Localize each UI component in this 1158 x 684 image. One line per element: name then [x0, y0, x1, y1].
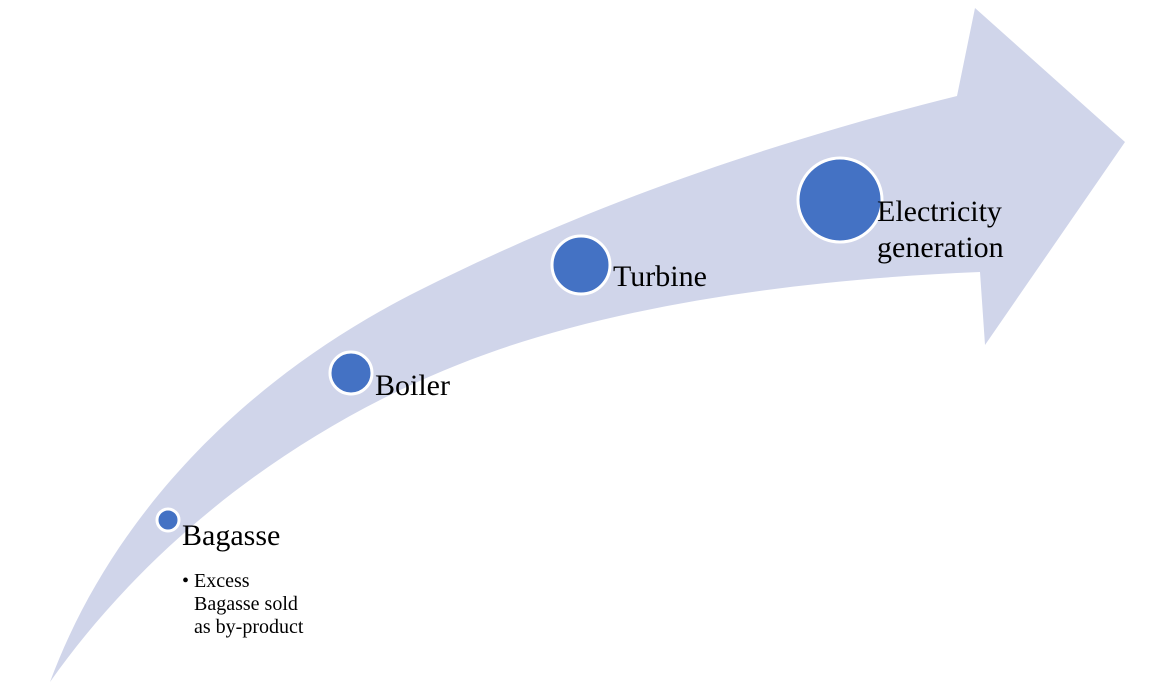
step-label: Boiler — [375, 369, 450, 402]
step-label: Turbine — [613, 260, 707, 293]
step-label: Bagasse — [182, 519, 281, 552]
step-details: Excess Bagasse sold as by-product — [180, 570, 318, 639]
step-dot — [328, 350, 374, 396]
step-dot — [155, 507, 181, 533]
detail-item: Excess Bagasse sold as by-product — [182, 570, 318, 639]
step-dot — [796, 156, 884, 244]
step-dot — [550, 234, 612, 296]
step-label: Electricity generation — [877, 195, 1004, 264]
